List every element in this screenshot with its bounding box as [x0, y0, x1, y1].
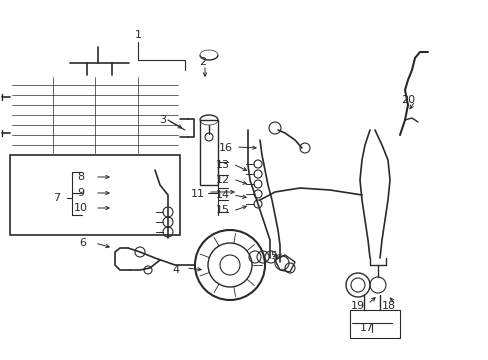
Text: 19: 19	[350, 301, 365, 311]
Text: 13: 13	[216, 160, 229, 170]
Text: 17: 17	[359, 323, 373, 333]
Text: 9: 9	[77, 188, 84, 198]
Text: 4: 4	[172, 265, 179, 275]
Text: 10: 10	[74, 203, 88, 213]
Text: 15: 15	[216, 205, 229, 215]
Text: 6: 6	[80, 238, 86, 248]
Text: 11: 11	[191, 189, 204, 199]
Text: 12: 12	[216, 175, 229, 185]
Text: 3: 3	[159, 115, 166, 125]
Text: 20: 20	[400, 95, 414, 105]
Text: 2: 2	[199, 57, 206, 67]
Bar	[200, 120, 218, 185]
Bar	[349, 310, 399, 338]
Text: 14: 14	[216, 190, 229, 200]
Text: 7: 7	[53, 193, 61, 203]
Text: 18: 18	[381, 301, 395, 311]
Bar	[10, 155, 180, 235]
Text: 16: 16	[219, 143, 232, 153]
Text: 1: 1	[134, 30, 141, 40]
Text: 5: 5	[270, 251, 277, 261]
Text: 8: 8	[77, 172, 84, 182]
